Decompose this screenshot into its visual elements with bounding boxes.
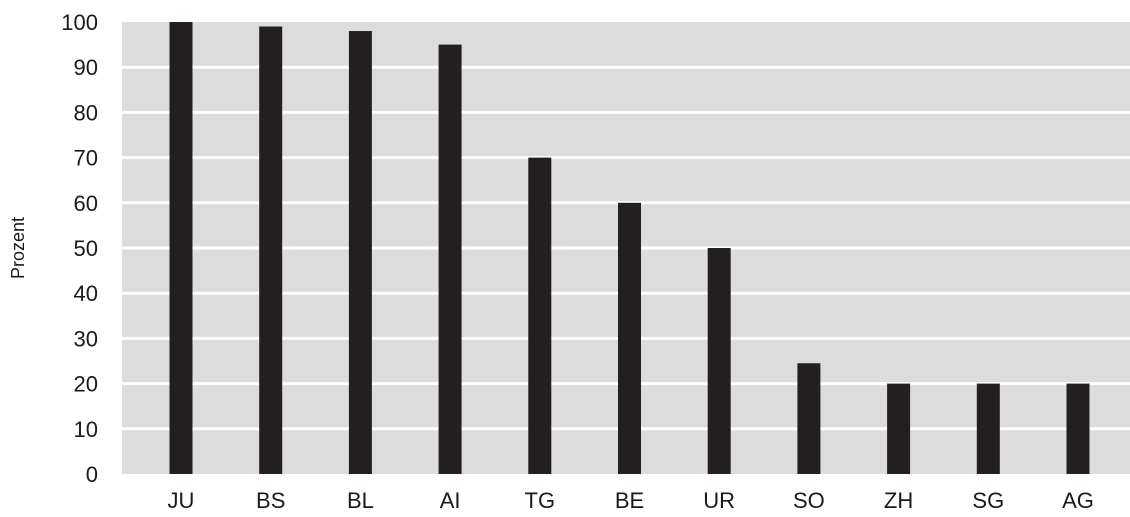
y-axis-title: Prozent [8, 217, 28, 279]
y-tick-label: 70 [74, 146, 98, 171]
x-tick-label: SG [972, 488, 1004, 513]
y-tick-label: 90 [74, 55, 98, 80]
x-tick-label: SO [793, 488, 825, 513]
x-axis-tick-labels: JU BS BL AI TG BE UR SO ZH SG AG [168, 488, 1094, 513]
bar-ai [438, 44, 462, 474]
x-tick-label: TG [525, 488, 556, 513]
y-tick-label: 0 [86, 462, 98, 487]
y-tick-label: 50 [74, 236, 98, 261]
y-tick-label: 80 [74, 100, 98, 125]
y-tick-label: 100 [61, 10, 98, 35]
y-axis-tick-labels: 0 10 20 30 40 50 60 70 80 90 100 [61, 10, 98, 487]
y-tick-label: 60 [74, 191, 98, 216]
x-tick-label: AI [440, 488, 461, 513]
bar-ag [1066, 383, 1090, 474]
y-tick-label: 40 [74, 281, 98, 306]
bar-ur [707, 248, 731, 474]
bar-so [797, 363, 821, 474]
bar-ju [169, 22, 193, 474]
x-tick-label: BE [615, 488, 644, 513]
bar-be [618, 202, 641, 475]
y-tick-label: 30 [74, 326, 98, 351]
y-tick-label: 20 [74, 372, 98, 397]
bar-tg [528, 157, 552, 474]
x-tick-label: AG [1062, 488, 1094, 513]
x-tick-label: BL [347, 488, 374, 513]
bar-sg [976, 383, 1000, 474]
bars [169, 22, 1090, 475]
x-tick-label: ZH [884, 488, 913, 513]
bar-bl [348, 31, 372, 474]
x-tick-label: JU [168, 488, 195, 513]
bar-bs [259, 26, 283, 475]
x-tick-label: UR [703, 488, 735, 513]
y-tick-label: 10 [74, 417, 98, 442]
bar-zh [887, 383, 911, 474]
x-tick-label: BS [256, 488, 285, 513]
